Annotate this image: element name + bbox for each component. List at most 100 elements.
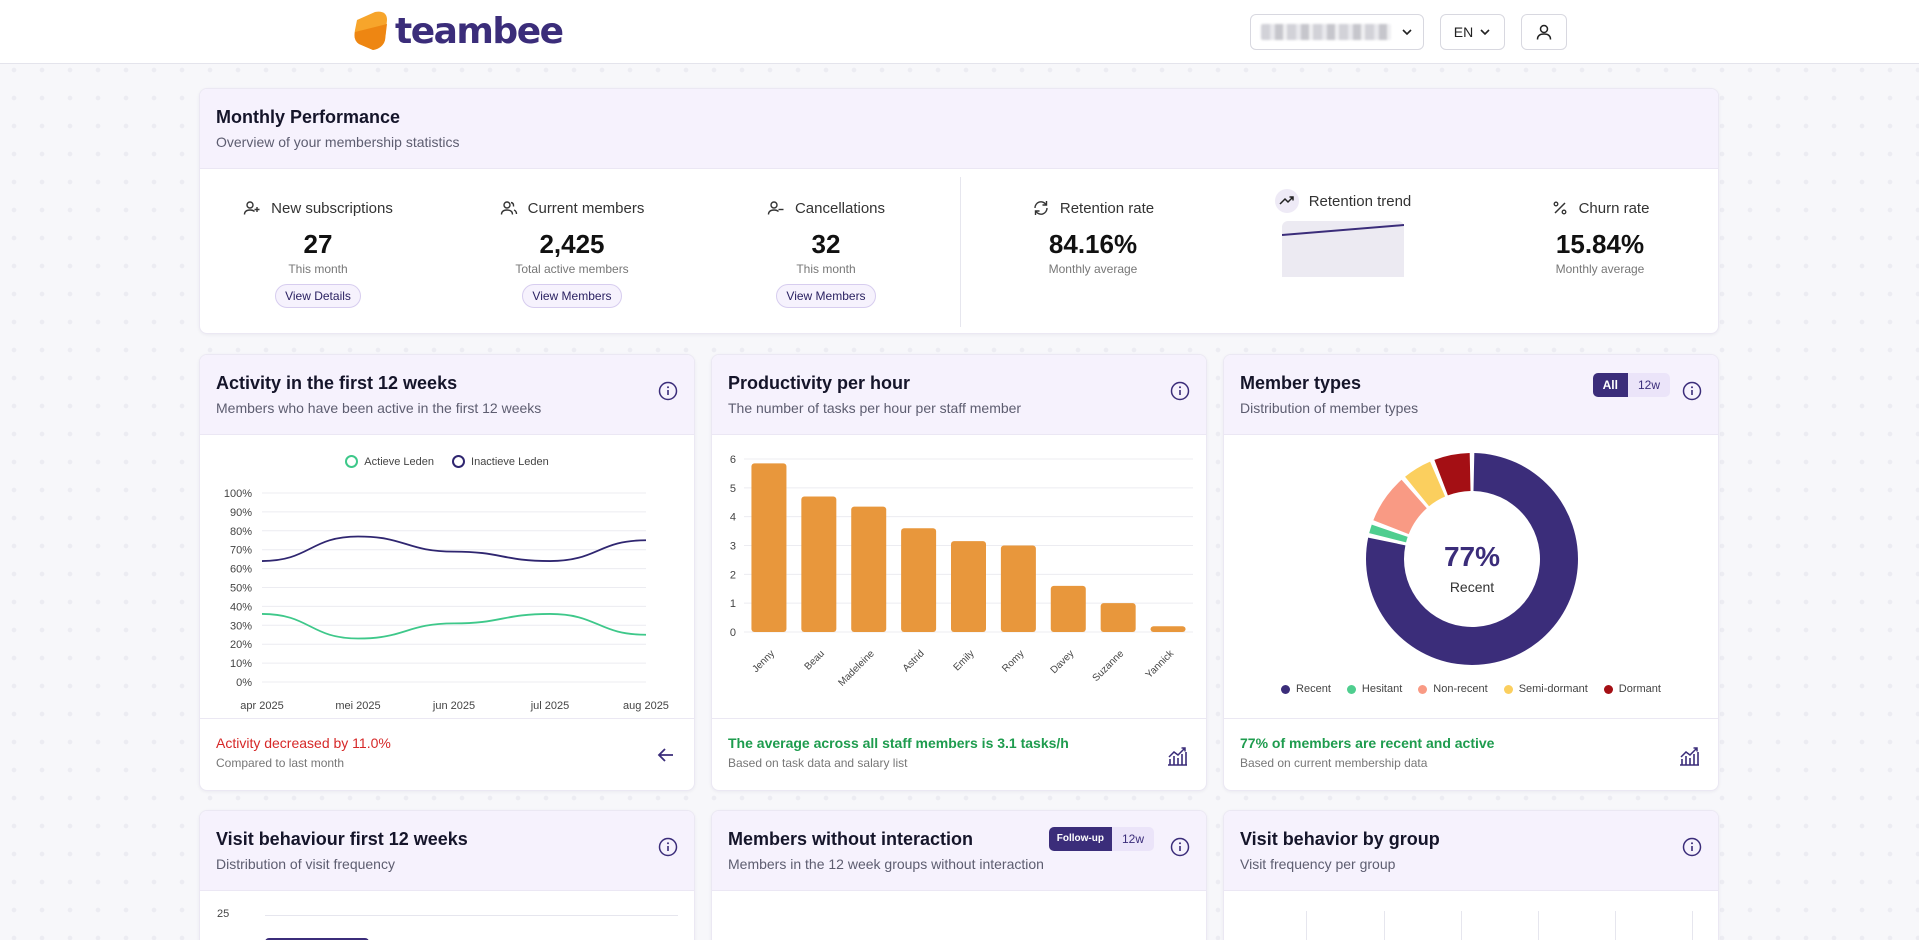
donut-slice[interactable] — [1405, 461, 1446, 507]
user-icon — [1536, 24, 1552, 40]
kpi-label: Current members — [527, 199, 645, 217]
kpi-value: 32 — [811, 229, 841, 259]
kpi-label: Churn rate — [1578, 199, 1650, 217]
legend-item[interactable]: Recent — [1281, 683, 1331, 695]
gridline — [1461, 911, 1462, 940]
view-members-button[interactable]: View Members — [522, 284, 622, 308]
monthly-performance-card: Monthly Performance Overview of your mem… — [199, 88, 1719, 334]
bar[interactable] — [1100, 603, 1136, 632]
arrow-left-icon[interactable] — [656, 745, 676, 765]
card-title: Member types — [1240, 373, 1362, 393]
gridline — [1615, 911, 1616, 940]
footer-sub: Based on task data and salary list — [728, 756, 908, 770]
kpi-retention-rate: Retention rate 84.16% Monthly average — [983, 199, 1203, 276]
visit-behaviour-card: Visit behaviour first 12 weeks Distribut… — [199, 810, 695, 940]
card-footer: Activity decreased by 11.0% Compared to … — [200, 718, 694, 790]
info-icon[interactable] — [658, 837, 678, 857]
y-tick-label: 25 — [217, 908, 230, 920]
member-types-donut-chart — [1366, 453, 1578, 665]
y-tick-label: 2 — [730, 569, 736, 581]
y-tick-label: 60% — [230, 564, 252, 576]
legend-swatch — [1503, 684, 1513, 694]
logo[interactable]: teambee — [351, 10, 564, 52]
donut-slice[interactable] — [1373, 479, 1427, 535]
bar — [265, 938, 369, 940]
chart-trend-icon[interactable] — [1678, 745, 1700, 767]
toggle-12w[interactable]: 12w — [1121, 832, 1144, 846]
kpi-value: 15.84% — [1555, 229, 1645, 259]
series-line — [261, 535, 647, 562]
donut-center-value: 77% — [1443, 541, 1501, 572]
top-bar: teambee EN — [0, 0, 1919, 64]
kpi-value: 2,425 — [539, 229, 605, 259]
x-tick-label: Madeleine — [836, 648, 877, 689]
card-subtitle: The number of tasks per hour per staff m… — [728, 400, 1022, 416]
legend-label: Recent — [1296, 683, 1331, 695]
donut-center: 77% Recent — [1224, 541, 1718, 595]
bar[interactable] — [801, 496, 837, 632]
view-details-button[interactable]: View Details — [275, 284, 361, 308]
y-tick-label: 10% — [230, 658, 252, 670]
toggle-12w[interactable]: 12w — [1637, 378, 1660, 392]
activity-line-chart: 0% 10% 20% 30% 40% 50% 60% 70% 80% 90% 100% apr 202… — [224, 488, 669, 712]
legend-item[interactable]: Semi-dormant — [1503, 683, 1588, 695]
donut-center-label: Recent — [1449, 579, 1495, 595]
legend-item[interactable]: Hesitant — [1346, 683, 1403, 695]
legend-item[interactable]: Actieve Leden — [345, 455, 434, 468]
card-subtitle: Members who have been active in the firs… — [216, 400, 542, 416]
bar[interactable] — [951, 541, 986, 632]
info-icon[interactable] — [1682, 381, 1702, 401]
x-tick-label: aug 2025 — [623, 700, 669, 712]
toggle-follow-up[interactable]: Follow-up — [1048, 827, 1112, 851]
language-label: EN — [1453, 24, 1474, 40]
kpi-caption: This month — [796, 262, 856, 276]
y-tick-label: 80% — [230, 526, 252, 538]
view-members-button[interactable]: View Members — [776, 284, 876, 308]
info-icon[interactable] — [658, 381, 678, 401]
bar[interactable] — [901, 528, 937, 632]
gridline — [1384, 911, 1385, 940]
user-plus-icon — [243, 201, 260, 215]
info-icon[interactable] — [1170, 381, 1190, 401]
legend-label: Hesitant — [1361, 683, 1403, 695]
productivity-bar-chart: 0 1 2 3 4 5 6 Jenny Beau Madeleine Astrid Emily Romy… — [730, 454, 1193, 689]
kpi-label: Retention rate — [1059, 199, 1155, 217]
card-title: Members without interaction — [728, 829, 974, 849]
bar[interactable] — [751, 463, 787, 632]
donut-slice[interactable] — [1366, 453, 1578, 665]
footer-sub: Compared to last month — [216, 756, 345, 770]
info-icon[interactable] — [1170, 837, 1190, 857]
x-tick-label: mei 2025 — [335, 700, 380, 712]
bar[interactable] — [851, 506, 887, 632]
info-icon[interactable] — [1682, 837, 1702, 857]
series-line — [261, 613, 647, 640]
legend-item[interactable]: Non-recent — [1418, 683, 1488, 695]
legend-label: Non-recent — [1433, 683, 1488, 695]
chart-trend-icon[interactable] — [1166, 745, 1188, 767]
donut-slice[interactable] — [1369, 524, 1408, 543]
legend-item[interactable]: Inactieve Leden — [452, 455, 549, 468]
card-title: Visit behavior by group — [1240, 829, 1440, 849]
x-tick-label: apr 2025 — [240, 700, 283, 712]
x-tick-label: jun 2025 — [432, 700, 475, 712]
y-tick-label: 90% — [230, 507, 252, 519]
legend-swatch — [1603, 684, 1613, 694]
user-menu-button[interactable] — [1521, 14, 1567, 50]
bar[interactable] — [1150, 626, 1186, 632]
language-select[interactable]: EN — [1440, 14, 1505, 50]
card-subtitle: Members in the 12 week groups without in… — [728, 856, 1044, 872]
y-tick-label: 5 — [730, 483, 736, 495]
x-tick-label: Jenny — [750, 648, 777, 675]
toggle-all[interactable]: All — [1592, 373, 1628, 397]
x-tick-label: Yannick — [1144, 648, 1177, 681]
y-tick-label: 40% — [230, 601, 252, 613]
bar[interactable] — [1050, 585, 1086, 632]
card-footer: 77% of members are recent and active Bas… — [1224, 718, 1718, 790]
legend-item[interactable]: Dormant — [1603, 683, 1661, 695]
divider — [960, 177, 961, 327]
donut-slice[interactable] — [1434, 453, 1471, 496]
bar[interactable] — [1000, 545, 1036, 633]
member-types-card: Member types Distribution of member type… — [1223, 354, 1719, 791]
account-select[interactable] — [1250, 14, 1424, 50]
y-tick-label: 1 — [730, 598, 736, 610]
